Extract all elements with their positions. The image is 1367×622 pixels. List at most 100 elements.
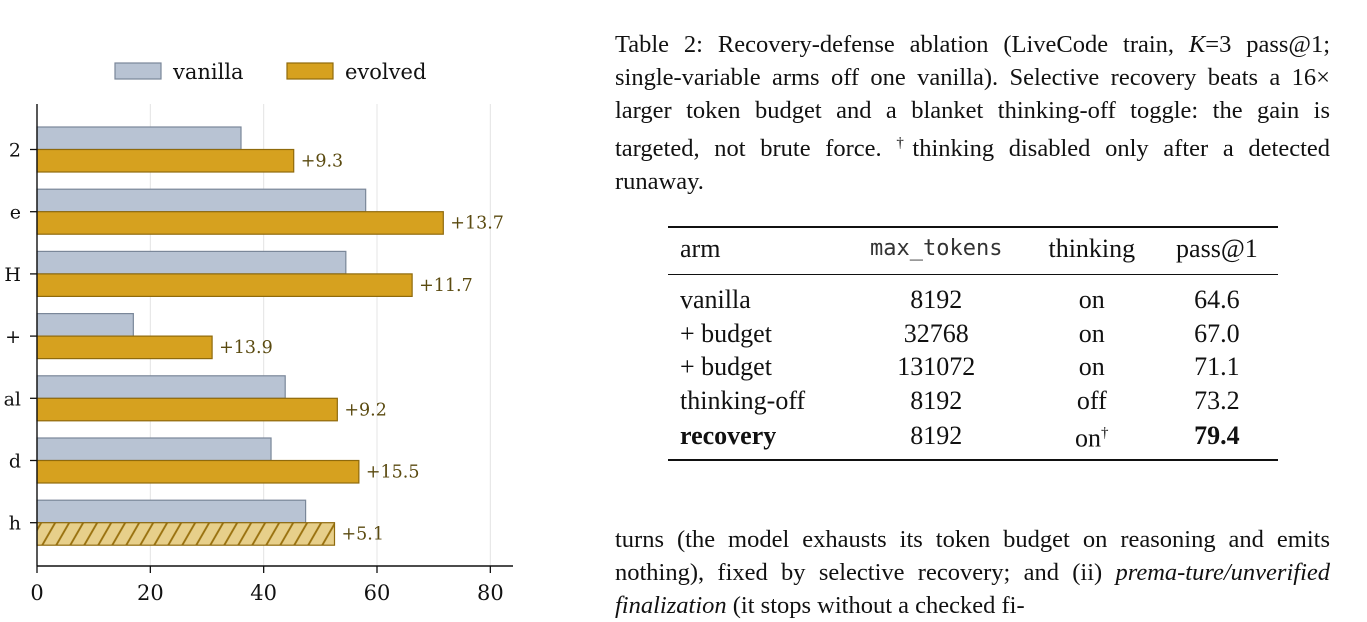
bar-chart: vanilla evolved +9.3 +13.7 +11.7 +13.9 +9.2 +1… (4, 60, 513, 603)
cell-thinking: on (1028, 275, 1156, 317)
table-row: thinking-off 8192 off 73.2 (668, 384, 1278, 418)
bar-vanilla (36, 188, 367, 213)
table-row: recovery 8192 on† 79.4 (668, 417, 1278, 461)
cell-thinking-text: on (1078, 352, 1105, 381)
caption-dagger: † (896, 135, 913, 151)
caption-footnote: thinking disabled only after a detected … (615, 135, 1330, 195)
table-row: + budget 32768 on 67.0 (668, 317, 1278, 351)
header-pass: pass@1 (1176, 234, 1258, 263)
body-paragraph: turns (the model exhausts its token budg… (615, 523, 1330, 622)
chart-bars: +9.3 +13.7 +11.7 +13.9 +9.2 +15.5 +5.1 (36, 126, 504, 546)
cell-pass: 79.4 (1156, 417, 1278, 460)
cell-max-tokens: 8192 (845, 417, 1028, 460)
bar-delta-label: +5.1 (342, 525, 385, 545)
y-tick-label: + (5, 326, 21, 348)
body-text-2: (it stops without a checked fi- (732, 592, 1025, 619)
caption-k-eq: =3 (1205, 31, 1232, 58)
cell-arm: recovery (668, 417, 845, 460)
bar-vanilla (36, 375, 286, 399)
x-tick-label: 0 (30, 581, 43, 603)
cell-thinking-text: on (1075, 423, 1102, 453)
cell-max-tokens-text: 8192 (910, 385, 963, 415)
y-tick-label: H (4, 264, 21, 286)
cell-thinking: on (1028, 350, 1156, 384)
legend-label-evolved: evolved (345, 60, 426, 84)
cell-pass: 71.1 (1156, 350, 1278, 384)
table-row: + budget 131072 on 71.1 (668, 350, 1278, 384)
table-header-row: arm max_tokens thinking pass@1 (668, 227, 1278, 275)
x-tick-label: 20 (137, 581, 164, 603)
cell-thinking: off (1028, 384, 1156, 418)
legend-swatch-vanilla (114, 62, 162, 80)
caption-k: K (1188, 31, 1206, 58)
bar-vanilla (36, 313, 134, 337)
y-tick-label: 2 (9, 140, 21, 162)
bar-evolved (36, 335, 213, 360)
y-tick-label: d (9, 451, 21, 473)
bar-evolved (36, 148, 295, 173)
cell-pass: 73.2 (1156, 384, 1278, 418)
cell-thinking-text: on (1078, 318, 1105, 348)
cell-pass-text: 73.2 (1194, 385, 1240, 415)
cell-max-tokens-text: 8192 (910, 285, 963, 314)
cell-arm-text: vanilla (680, 285, 751, 314)
chart-grid (149, 104, 491, 566)
bar-evolved (36, 397, 338, 422)
cell-pass: 67.0 (1156, 317, 1278, 351)
bar-evolved (36, 522, 336, 546)
bar-delta-label: +11.7 (419, 276, 473, 296)
cell-pass: 64.6 (1156, 275, 1278, 317)
chart-legend: vanilla evolved (114, 60, 426, 84)
bar-vanilla (36, 126, 242, 151)
bar-delta-label: +15.5 (366, 463, 420, 483)
caption-text: Recovery-defense ablation (LiveCode trai… (717, 31, 1175, 58)
cell-pass-text: 64.6 (1194, 285, 1240, 314)
cell-arm: vanilla (668, 275, 845, 317)
y-tick-label: e (10, 202, 21, 224)
ablation-table: arm max_tokens thinking pass@1 vanilla 81… (668, 226, 1278, 461)
cell-arm-text: recovery (680, 421, 777, 451)
header-arm: arm (680, 234, 721, 263)
bar-evolved (36, 459, 360, 484)
cell-max-tokens: 8192 (845, 384, 1028, 418)
bar-evolved (36, 211, 444, 235)
x-tick-label: 40 (250, 581, 277, 603)
bar-delta-label: +9.3 (301, 152, 344, 172)
cell-max-tokens: 8192 (845, 275, 1028, 317)
dagger-mark: † (1101, 425, 1109, 441)
bar-delta-label: +9.2 (344, 400, 387, 420)
cell-arm-text: thinking-off (680, 385, 806, 415)
bar-evolved (36, 273, 413, 297)
caption-text-cont: pass@1; single-variable arms off one van… (615, 31, 1331, 162)
y-tick-label: h (9, 513, 21, 535)
cell-arm-text: + budget (680, 352, 772, 381)
cell-arm: + budget (668, 350, 845, 384)
chart-axes: 2 e H + al d h 0 20 40 60 80 (4, 104, 513, 603)
caption-label: Table 2: (615, 31, 703, 58)
cell-pass-text: 71.1 (1194, 352, 1240, 381)
table-caption: Table 2: Recovery-defense ablation (Live… (615, 28, 1330, 198)
cell-thinking-text: off (1076, 385, 1107, 415)
bar-delta-label: +13.9 (219, 338, 273, 358)
y-tick-label: al (4, 388, 21, 410)
bar-vanilla (36, 499, 307, 524)
bar-vanilla (36, 250, 347, 275)
table-row: vanilla 8192 on 64.6 (668, 275, 1278, 317)
bar-delta-label: +13.7 (450, 214, 504, 234)
legend-label-vanilla: vanilla (172, 60, 244, 84)
header-thinking: thinking (1048, 234, 1136, 263)
cell-thinking: on† (1028, 417, 1156, 460)
cell-max-tokens-text: 32768 (903, 318, 969, 348)
x-tick-label: 60 (364, 581, 391, 603)
cell-thinking-text: on (1078, 285, 1105, 314)
cell-pass-text: 67.0 (1194, 318, 1240, 348)
header-max-tokens: max_tokens (870, 236, 1003, 261)
cell-max-tokens: 131072 (845, 350, 1028, 384)
cell-max-tokens: 32768 (845, 317, 1028, 351)
cell-max-tokens-text: 8192 (910, 421, 963, 451)
body-text-1: turns (the model exhausts its token budg… (615, 526, 1330, 586)
cell-thinking: on (1028, 317, 1156, 351)
bar-vanilla (36, 437, 272, 462)
legend-swatch-evolved (286, 62, 334, 80)
cell-arm: thinking-off (668, 384, 845, 418)
